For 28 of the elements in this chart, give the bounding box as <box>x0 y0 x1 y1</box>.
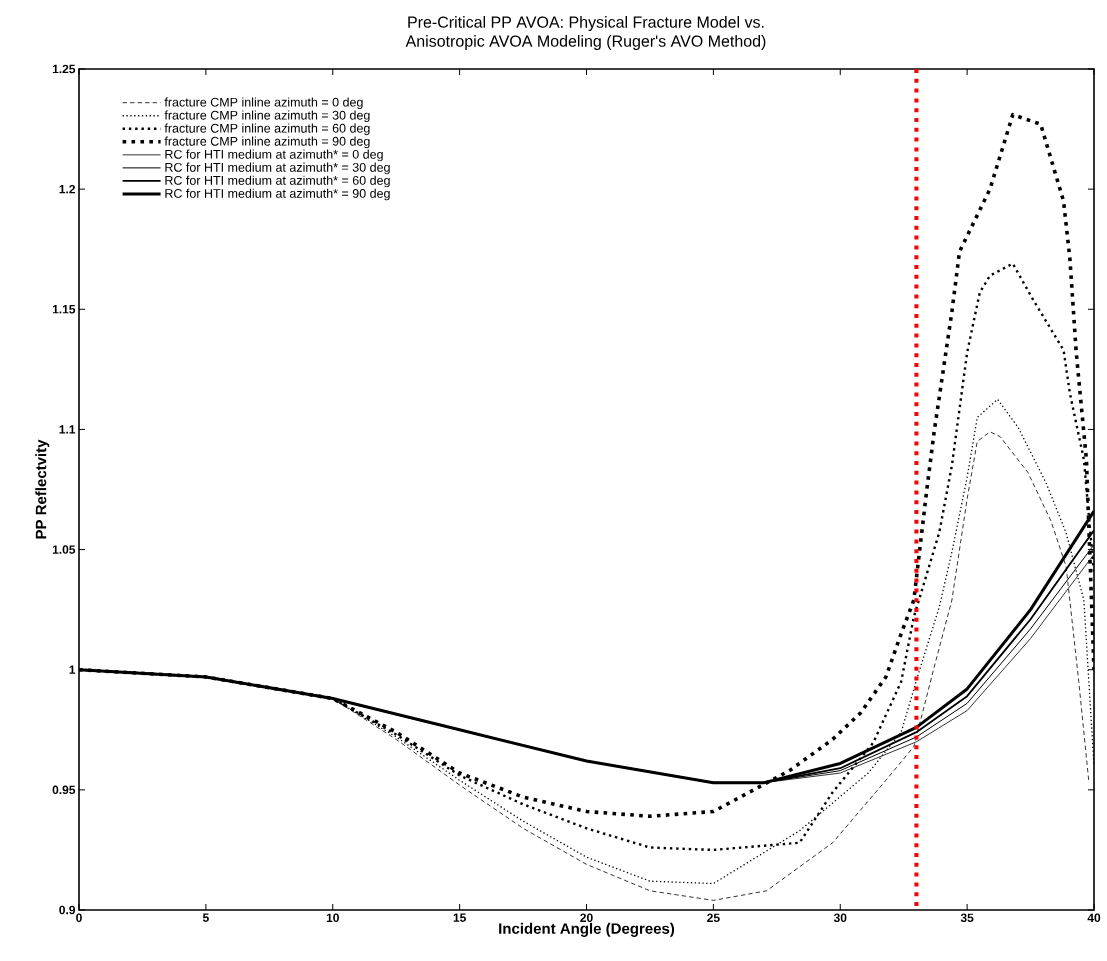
x-tick-label: 25 <box>707 913 720 923</box>
y-tick-label: 1.25 <box>52 64 76 74</box>
legend-label: RC for HTI medium at azimuth* = 0 deg <box>165 149 383 162</box>
legend-label: fracture CMP inline azimuth = 0 deg <box>164 97 363 110</box>
x-tick-label: 20 <box>580 913 593 923</box>
y-tick-label: 1 <box>69 665 76 674</box>
y-tick-label: 1.05 <box>52 545 76 554</box>
legend-label: RC for HTI medium at azimuth* = 90 deg <box>165 188 390 201</box>
legend-label: fracture CMP inline azimuth = 90 deg <box>164 136 370 149</box>
y-axis-title: PP Reflectvity <box>35 439 50 539</box>
x-tick-label: 40 <box>1087 913 1101 923</box>
x-axis-title: Incident Angle (Degrees) <box>499 922 675 937</box>
y-tick-label: 1.1 <box>59 425 76 434</box>
y-tick-label: 0.95 <box>52 785 76 795</box>
x-tick-label: 5 <box>202 913 209 922</box>
x-tick-label: 0 <box>76 913 82 923</box>
x-tick-label: 15 <box>453 913 466 922</box>
x-tick-label: 30 <box>833 913 847 923</box>
legend-label: fracture CMP inline azimuth = 60 deg <box>164 123 370 136</box>
x-tick-label: 10 <box>326 913 339 923</box>
y-tick-label: 1.2 <box>59 184 75 194</box>
chart-title: Pre-Critical PP AVOA: Physical Fracture Model vs. Anisotropic AVOA Modeling (Ruger's AVO Method) <box>405 16 766 50</box>
y-tick-label: 0.9 <box>59 905 76 915</box>
y-tick-label: 1.15 <box>52 305 76 314</box>
legend-label: fracture CMP inline azimuth = 30 deg <box>164 110 370 123</box>
legend-label: RC for HTI medium at azimuth* = 30 deg <box>165 162 390 175</box>
legend-label: RC for HTI medium at azimuth* = 60 deg <box>165 175 390 188</box>
x-tick-label: 35 <box>960 913 974 923</box>
